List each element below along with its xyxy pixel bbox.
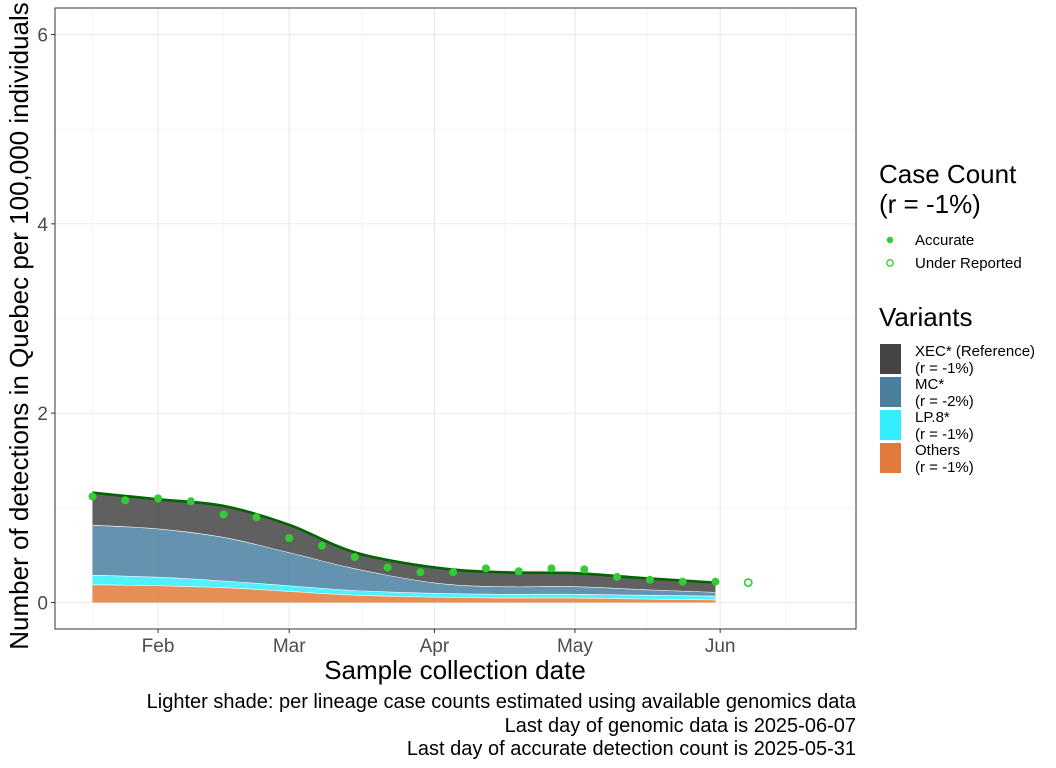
legend-variants: Variants XEC* (Reference) (r = -1%) MC* … bbox=[879, 302, 1035, 476]
y-tick-label: 6 bbox=[37, 26, 48, 47]
under-reported-point bbox=[743, 578, 753, 588]
axes: 0 2 4 6 Feb Mar Apr May Jun bbox=[37, 26, 735, 657]
plot-panel bbox=[54, 7, 857, 630]
caption-line-3: Last day of accurate detection count is … bbox=[407, 738, 856, 760]
legend-under-reported-label: Under Reported bbox=[915, 255, 1022, 272]
accurate-point bbox=[383, 563, 392, 572]
accurate-point bbox=[350, 553, 359, 562]
caption-line-2: Last day of genomic data is 2025-06-07 bbox=[505, 715, 856, 737]
accurate-point bbox=[613, 572, 622, 581]
x-axis-title: Sample collection date bbox=[324, 655, 586, 685]
accurate-point bbox=[318, 541, 326, 550]
legend-case-count: Case Count (r = -1%) Accurate Under Repo… bbox=[879, 159, 1022, 272]
x-tick-label: Apr bbox=[420, 636, 450, 657]
accurate-point bbox=[219, 510, 228, 519]
legend-variant-xec-rate: (r = -1%) bbox=[915, 360, 974, 377]
grid-lines bbox=[55, 8, 856, 629]
x-tick-label: Jun bbox=[705, 636, 736, 657]
legend-variant-lp8-swatch bbox=[880, 410, 901, 440]
area-lp-8 bbox=[92, 575, 716, 600]
legend-variant-lp8-label: LP.8* bbox=[915, 409, 950, 426]
accurate-point bbox=[88, 492, 97, 501]
accurate-point bbox=[285, 534, 294, 543]
captions: Lighter shade: per lineage case counts e… bbox=[147, 691, 857, 760]
panel-border bbox=[54, 7, 857, 630]
legend-variant-others-label: Others bbox=[915, 442, 960, 459]
y-tick-label: 4 bbox=[37, 215, 48, 236]
legend-accurate-label: Accurate bbox=[915, 232, 974, 249]
legend-variant-xec-swatch bbox=[880, 344, 901, 374]
legend-variant-mc-label: MC* bbox=[915, 376, 944, 393]
legend-variants-title: Variants bbox=[879, 302, 972, 332]
accurate-point bbox=[449, 568, 458, 577]
accurate-point bbox=[121, 496, 130, 505]
case-count-points bbox=[88, 492, 753, 588]
y-tick-label: 2 bbox=[37, 404, 48, 425]
accurate-point bbox=[514, 567, 523, 576]
legend-variant-lp8-rate: (r = -1%) bbox=[915, 426, 974, 443]
accurate-point bbox=[252, 513, 261, 522]
caption-line-1: Lighter shade: per lineage case counts e… bbox=[147, 691, 857, 713]
accurate-point bbox=[481, 564, 490, 573]
x-tick-label: May bbox=[557, 636, 593, 657]
legend-case-title-line2: (r = -1%) bbox=[879, 189, 981, 219]
accurate-point bbox=[186, 497, 195, 506]
legend-variant-xec-label: XEC* (Reference) bbox=[915, 343, 1035, 360]
accurate-point bbox=[547, 564, 556, 573]
legend-case-title-line1: Case Count bbox=[879, 159, 1017, 189]
accurate-point bbox=[154, 494, 163, 503]
accurate-point bbox=[580, 565, 589, 574]
variant-areas bbox=[92, 492, 716, 603]
y-tick-label: 0 bbox=[37, 593, 48, 614]
x-tick-label: Feb bbox=[142, 636, 175, 657]
area-xec-reference bbox=[92, 492, 716, 593]
accurate-point bbox=[678, 577, 687, 586]
legend-variant-others-swatch bbox=[880, 443, 901, 473]
accurate-point bbox=[645, 575, 654, 584]
legend-variant-others-rate: (r = -1%) bbox=[915, 459, 974, 476]
legend-under-reported-dot-icon bbox=[886, 259, 894, 267]
x-tick-label: Mar bbox=[273, 636, 306, 657]
legend-variant-mc-swatch bbox=[880, 377, 901, 407]
y-axis-title: Number of detections in Quebec per 100,0… bbox=[4, 2, 34, 650]
accurate-point bbox=[416, 568, 425, 577]
legend-accurate-dot-icon bbox=[886, 236, 894, 244]
accurate-point bbox=[711, 577, 720, 586]
legend-variant-mc-rate: (r = -2%) bbox=[915, 393, 974, 410]
